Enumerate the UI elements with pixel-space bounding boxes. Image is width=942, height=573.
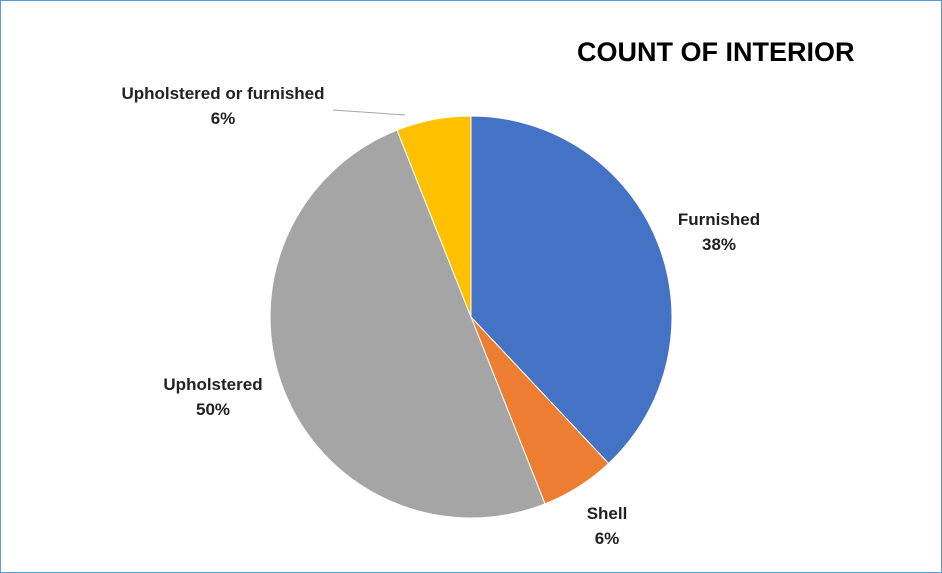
data-label-shell: Shell	[587, 504, 628, 523]
data-label-furnished: Furnished	[678, 210, 760, 229]
data-label-percent-upholstered: 50%	[196, 400, 230, 419]
data-label-percent-upholstered-or-furnished: 6%	[211, 109, 236, 128]
pie-slice-upholstered	[269, 129, 546, 519]
data-label-percent-shell: 6%	[595, 529, 620, 548]
data-label-upholstered-or-furnished: Upholstered or furnished	[121, 84, 324, 103]
data-label-percent-furnished: 38%	[702, 235, 736, 254]
pie-slice-upholstered-or-furnished	[396, 115, 472, 318]
pie-slice-furnished	[470, 115, 673, 465]
chart-title: COUNT OF INTERIOR	[577, 37, 855, 67]
data-label-upholstered: Upholstered	[163, 375, 262, 394]
leader-line	[332, 109, 406, 116]
